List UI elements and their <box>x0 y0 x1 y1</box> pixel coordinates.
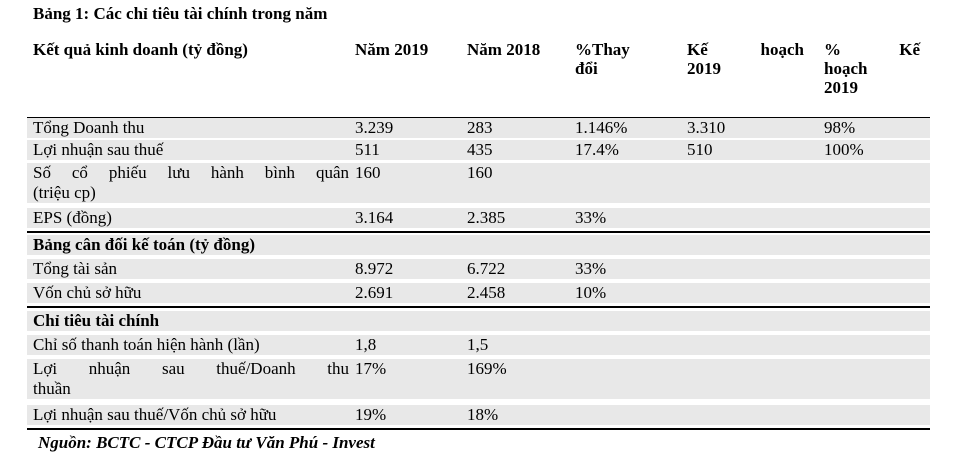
header-year-2019: Năm 2019 <box>355 40 429 59</box>
table-row: Tổng Doanh thu 3.239 283 1.146% 3.310 98… <box>27 118 930 138</box>
table-row: Số cổ phiếu lưu hành bình quân (triệu cp… <box>27 163 930 203</box>
table-row: Lợi nhuận sau thuế 511 435 17.4% 510 100… <box>27 140 930 160</box>
table-row: Vốn chủ sở hữu 2.691 2.458 10% <box>27 283 930 303</box>
header-business-results: Kết quả kinh doanh (tỷ đồng) <box>33 40 248 59</box>
table-bottom-rule <box>27 428 930 430</box>
table-row: EPS (đồng) 3.164 2.385 33% <box>27 208 930 228</box>
header-divider <box>27 117 930 118</box>
section-divider <box>27 306 930 308</box>
header-plan-2019: Kế hoạch 2019 <box>687 40 804 78</box>
header-pct-plan: % Kế hoạch 2019 <box>824 40 920 97</box>
source-note: Nguồn: BCTC - CTCP Đầu tư Văn Phú - Inve… <box>38 433 375 452</box>
header-year-2018: Năm 2018 <box>467 40 541 59</box>
section-heading-ratios: Chỉ tiêu tài chính <box>27 311 930 331</box>
section-divider <box>27 231 930 233</box>
header-pct-change: %Thay đổi <box>575 40 630 78</box>
table-row: Lợi nhuận sau thuế/Doanh thu thuần 17% 1… <box>27 359 930 399</box>
table-row: Chỉ số thanh toán hiện hành (lần) 1,8 1,… <box>27 335 930 355</box>
table-header: Kết quả kinh doanh (tỷ đồng) Năm 2019 Nă… <box>27 40 930 97</box>
table-title: Bảng 1: Các chỉ tiêu tài chính trong năm <box>33 4 328 23</box>
section-heading-balance: Bảng cân đối kế toán (tỷ đồng) <box>27 235 930 255</box>
table-row: Lợi nhuận sau thuế/Vốn chủ sở hữu 19% 18… <box>27 405 930 425</box>
table-row: Tổng tài sản 8.972 6.722 33% <box>27 259 930 279</box>
